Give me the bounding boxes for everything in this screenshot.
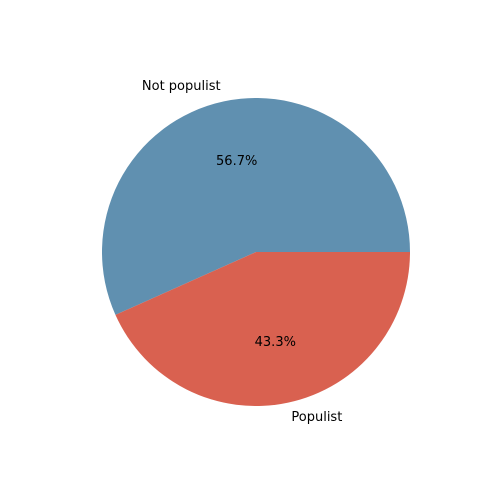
pct-label-not-populist: 56.7% (216, 154, 257, 169)
pie-slice-not-populist (101, 97, 411, 315)
slice-label-not-populist: Not populist (142, 79, 221, 94)
pie-slices (101, 97, 411, 406)
pie-slice-populist (115, 252, 410, 406)
pie-labels: Not populist 56.7% Populist 43.3% (142, 79, 342, 425)
slice-label-populist: Populist (291, 410, 342, 425)
pct-label-populist: 43.3% (255, 335, 296, 350)
